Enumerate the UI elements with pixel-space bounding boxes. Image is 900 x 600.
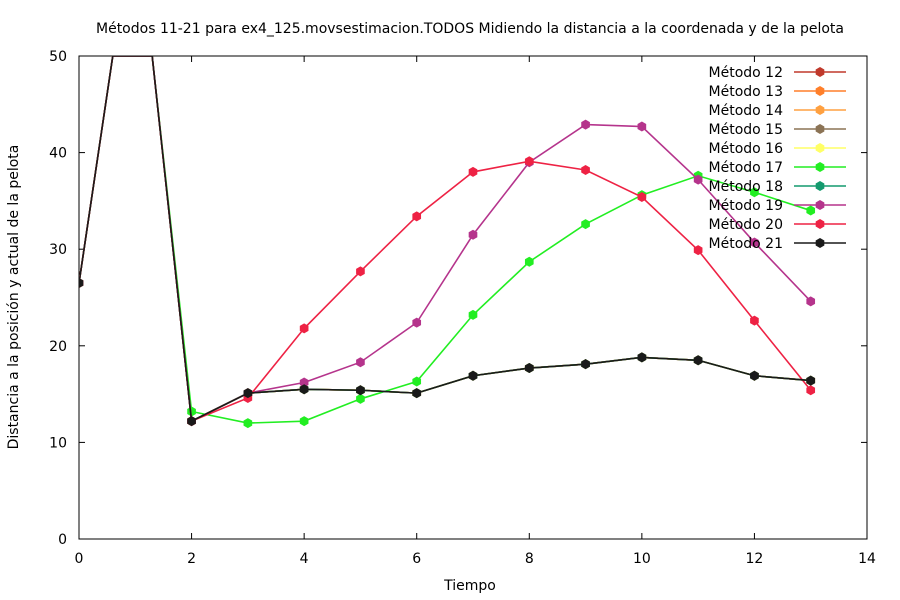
legend-label: Método 20 — [709, 217, 783, 233]
x-tick-label: 14 — [858, 551, 876, 567]
legend-marker — [815, 162, 825, 172]
data-point — [412, 376, 422, 387]
data-point — [356, 385, 365, 396]
data-point — [581, 359, 590, 370]
data-point — [468, 229, 478, 240]
y-axis-label: Distancia a la posición y actual de la p… — [6, 145, 22, 450]
data-point — [356, 393, 365, 404]
x-axis-label: Tiempo — [443, 578, 496, 594]
series-line — [79, 56, 811, 423]
series-line — [79, 56, 811, 423]
data-point — [356, 266, 365, 277]
data-point — [693, 174, 703, 185]
data-point — [806, 375, 816, 386]
y-tick-label: 10 — [49, 435, 67, 451]
y-tick-label: 20 — [49, 339, 67, 355]
data-point — [581, 119, 590, 130]
x-tick-label: 10 — [633, 551, 651, 567]
data-point — [806, 205, 816, 216]
series-line — [79, 56, 811, 423]
data-point — [637, 352, 647, 363]
legend-marker — [815, 105, 825, 115]
series-line — [79, 56, 811, 423]
x-tick-label: 4 — [300, 551, 309, 567]
legend-marker — [815, 67, 825, 77]
series-line — [79, 56, 811, 424]
data-point — [806, 296, 816, 307]
data-point — [581, 164, 590, 175]
legend-marker — [815, 86, 825, 96]
y-tick-label: 50 — [49, 49, 67, 65]
legend: Método 12 Método 13 Método 14 Método 15 Méto… — [709, 65, 846, 252]
x-tick-label: 8 — [525, 551, 534, 567]
data-point — [412, 211, 422, 222]
data-point — [412, 388, 422, 399]
legend-label: Método 19 — [709, 198, 783, 214]
axis-ticks: 0 2 4 6 8 10 12 14 0 10 20 30 40 50 — [49, 49, 876, 567]
data-point — [693, 355, 703, 366]
data-point — [750, 187, 759, 198]
data-point — [243, 388, 253, 399]
data-point — [187, 406, 196, 417]
series-line — [79, 56, 812, 423]
series-line — [79, 56, 811, 423]
legend-marker — [815, 143, 825, 153]
x-tick-label: 2 — [187, 551, 196, 567]
legend-marker — [815, 219, 825, 229]
series-line — [79, 56, 811, 423]
data-point — [637, 121, 647, 132]
data-point — [750, 315, 759, 326]
data-point — [468, 166, 478, 177]
legend-label: Método 13 — [709, 84, 783, 100]
data-point — [412, 317, 422, 328]
data-point — [299, 323, 309, 334]
chart-title: Métodos 11-21 para ex4_125.movsestimacio… — [96, 21, 844, 37]
legend-label: Método 17 — [709, 160, 783, 176]
legend-label: Método 18 — [709, 179, 783, 195]
legend-label: Método 15 — [709, 122, 783, 138]
data-point — [356, 357, 365, 368]
data-point — [468, 309, 478, 320]
legend-label: Método 16 — [709, 141, 784, 157]
legend-marker — [815, 124, 825, 134]
legend-marker — [815, 238, 825, 248]
data-point — [299, 377, 309, 388]
data-point — [750, 370, 759, 381]
plot-frame — [78, 55, 868, 540]
y-tick-label: 40 — [49, 146, 67, 162]
x-tick-label: 12 — [746, 551, 764, 567]
data-point — [299, 384, 309, 395]
legend-label: Método 21 — [709, 236, 783, 252]
legend-label: Método 12 — [709, 65, 783, 81]
x-tick-label: 0 — [75, 551, 84, 567]
legend-marker — [815, 200, 825, 210]
data-point — [524, 363, 534, 374]
data-point — [581, 219, 590, 230]
series-layer — [79, 56, 816, 429]
x-tick-label: 6 — [412, 551, 421, 567]
data-point — [79, 278, 84, 289]
data-point — [524, 256, 534, 267]
data-point — [693, 245, 703, 256]
data-point — [750, 237, 759, 248]
legend-marker — [815, 181, 825, 191]
data-point — [806, 385, 816, 396]
data-point — [299, 416, 309, 427]
y-tick-label: 30 — [49, 242, 67, 258]
data-point — [468, 370, 478, 381]
y-tick-label: 0 — [58, 532, 67, 548]
series-line — [79, 56, 812, 423]
data-point — [243, 418, 253, 429]
data-point — [524, 156, 534, 167]
legend-label: Método 14 — [709, 103, 784, 119]
series-m-todo-21 — [79, 56, 816, 427]
data-point — [637, 192, 647, 203]
series-line — [79, 56, 811, 423]
data-point — [187, 416, 196, 427]
